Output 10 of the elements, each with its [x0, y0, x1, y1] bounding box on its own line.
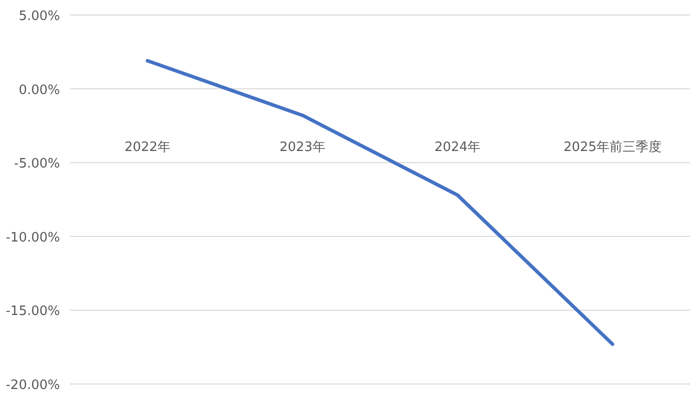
x-tick-label: 2025年前三季度 [563, 138, 662, 155]
y-tick-label: -20.00% [6, 378, 60, 393]
y-tick-label: 5.00% [18, 9, 60, 24]
y-tick-label: -15.00% [6, 304, 60, 320]
x-tick-label: 2023年 [279, 140, 326, 155]
y-tick-label: 0.00% [18, 82, 60, 98]
x-tick-label: 2022年 [124, 140, 171, 155]
x-tick-label: 2024年 [434, 140, 481, 155]
y-tick-label: -5.00% [14, 156, 60, 172]
y-tick-label: -10.00% [6, 230, 60, 246]
